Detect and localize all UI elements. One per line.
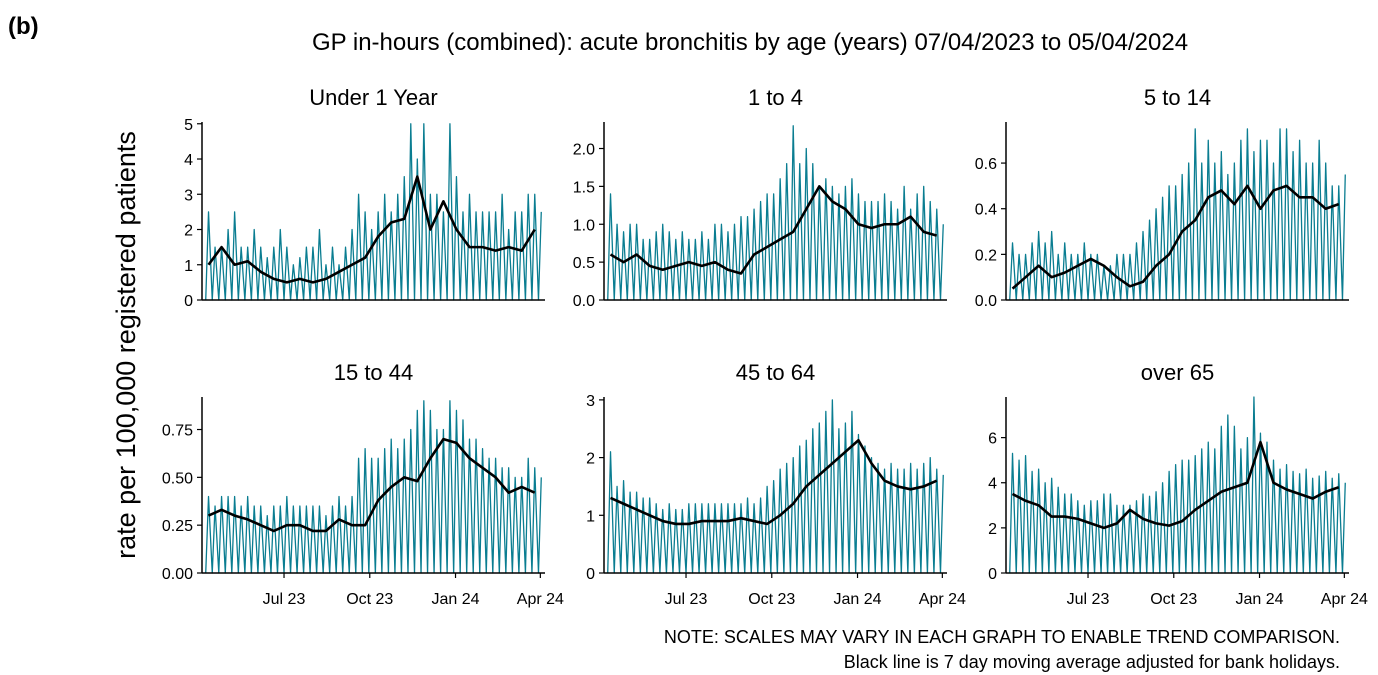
x-tick-label: Oct 23 — [346, 591, 393, 608]
y-tick-label: 3 — [586, 393, 595, 410]
y-tick-label: 0.4 — [975, 202, 997, 219]
y-tick-label: 0 — [184, 293, 193, 310]
x-tick-label: Jul 23 — [1067, 591, 1110, 608]
y-tick-label: 0 — [988, 566, 997, 583]
x-tick-label: Oct 23 — [1150, 591, 1197, 608]
y-tick-label: 3 — [184, 187, 193, 204]
y-tick-label: 4 — [988, 476, 997, 493]
daily-line — [205, 123, 542, 301]
x-tick-label: Jan 24 — [833, 591, 881, 608]
y-tick-label: 2.0 — [573, 142, 595, 159]
y-tick-label: 1.0 — [573, 217, 595, 234]
y-tick-label: 0.0 — [573, 293, 595, 310]
moving-average-line — [1011, 440, 1340, 530]
x-tick-label: Apr 24 — [1321, 591, 1368, 608]
x-tick-label: Apr 24 — [517, 591, 564, 608]
x-tick-label: Jul 23 — [263, 591, 306, 608]
panel-title: 45 to 64 — [736, 360, 816, 385]
y-axis-label: rate per 100,000 registered patients — [111, 131, 141, 559]
y-tick-label: 2 — [184, 223, 193, 240]
y-tick-label: 0.50 — [162, 470, 193, 487]
y-tick-label: 0.5 — [573, 255, 595, 272]
x-tick-label: Jul 23 — [665, 591, 708, 608]
panel-title: 15 to 44 — [334, 360, 414, 385]
y-tick-label: 2 — [988, 521, 997, 538]
y-tick-label: 0 — [586, 566, 595, 583]
y-tick-label: 1 — [586, 508, 595, 525]
chart-title: GP in-hours (combined): acute bronchitis… — [312, 29, 1188, 56]
daily-line — [1009, 128, 1346, 301]
panel-label: (b) — [8, 13, 39, 40]
moving-average-line — [609, 438, 938, 526]
x-tick-label: Jan 24 — [1235, 591, 1283, 608]
panel-title: 1 to 4 — [748, 85, 803, 110]
y-tick-label: 4 — [184, 152, 193, 169]
panel-title: over 65 — [1141, 360, 1214, 385]
y-tick-label: 0.00 — [162, 566, 193, 583]
panel-title: 5 to 14 — [1144, 85, 1211, 110]
y-tick-label: 6 — [988, 431, 997, 448]
moving-average-line — [207, 175, 536, 284]
daily-line — [205, 400, 542, 574]
note: Black line is 7 day moving average adjus… — [844, 652, 1340, 672]
note: NOTE: SCALES MAY VARY IN EACH GRAPH TO E… — [664, 627, 1340, 647]
y-tick-label: 2 — [586, 451, 595, 468]
x-tick-label: Oct 23 — [748, 591, 795, 608]
daily-line — [1009, 396, 1346, 574]
y-tick-label: 5 — [184, 117, 193, 134]
y-tick-label: 0.6 — [975, 156, 997, 173]
moving-average-line — [1011, 184, 1340, 290]
y-tick-label: 0.0 — [975, 293, 997, 310]
y-tick-label: 1.5 — [573, 179, 595, 196]
daily-line — [607, 399, 944, 574]
y-tick-label: 1 — [184, 258, 193, 275]
panel-title: Under 1 Year — [309, 85, 437, 110]
moving-average-line — [609, 185, 938, 275]
moving-average-line — [207, 437, 536, 533]
y-tick-label: 0.75 — [162, 423, 193, 440]
y-tick-label: 0.25 — [162, 518, 193, 535]
x-tick-label: Jan 24 — [431, 591, 479, 608]
x-tick-label: Apr 24 — [919, 591, 966, 608]
daily-line — [607, 125, 944, 301]
y-tick-label: 0.2 — [975, 247, 997, 264]
